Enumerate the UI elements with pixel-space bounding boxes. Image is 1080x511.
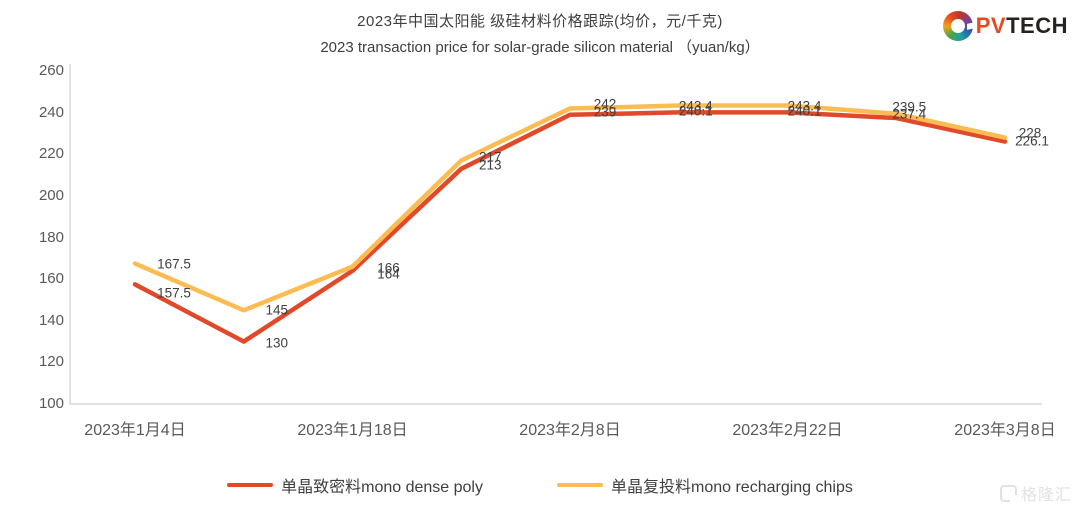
x-tick-label: 2023年3月8日	[954, 422, 1056, 439]
y-tick-label: 220	[38, 145, 64, 163]
legend-label: 单晶复投料mono recharging chips	[611, 479, 853, 496]
dense-poly-value-label: 239	[593, 104, 617, 120]
chart-title-zh: 2023年中国太阳能 级硅材料价格跟踪(均价，元/千克)	[357, 13, 723, 30]
recharging-value-label: 217	[478, 149, 502, 165]
x-tick-label: 2023年1月18日	[297, 422, 408, 439]
gelonghui-text: 格隆汇	[1020, 487, 1072, 504]
y-tick-label: 140	[38, 311, 64, 329]
dense-poly-value-label: 226.1	[1015, 133, 1049, 149]
pvtech-pv-text: PV	[975, 13, 1007, 38]
y-tick-label: 200	[38, 186, 64, 204]
recharging-value-label: 145	[265, 302, 289, 318]
dense-poly-value-label: 213	[478, 157, 502, 173]
axis-lines	[69, 64, 1042, 405]
recharging-value-label: 242	[593, 96, 617, 112]
legend-label: 单晶致密料mono dense poly	[281, 479, 483, 496]
legend-item-dense-poly[interactable]: 单晶致密料mono dense poly	[227, 473, 483, 497]
y-tick-label: 240	[38, 103, 64, 121]
x-tick-label: 2023年2月8日	[519, 422, 621, 439]
dense-poly-value-label: 240.1	[678, 103, 713, 119]
y-tick-label: 260	[38, 62, 64, 79]
y-tick-label: 100	[38, 395, 64, 412]
dense-poly-line[interactable]	[132, 110, 1008, 344]
dense-poly-value-label: 157.5	[157, 285, 191, 301]
y-tick-label: 120	[38, 353, 64, 371]
legend-line-swatch-icon	[227, 482, 274, 488]
recharging-value-label: 239.5	[892, 99, 927, 115]
y-tick-label: 180	[38, 228, 64, 246]
chart-title-block: 2023年中国太阳能 级硅材料价格跟踪(均价，元/千克) 2023 transa…	[0, 10, 1080, 57]
pvtech-logo: PVTECH	[942, 11, 1068, 41]
pvtech-wordmark: PVTECH	[976, 13, 1068, 39]
pvtech-ring-icon	[942, 11, 973, 41]
recharging-value-label: 243.4	[678, 98, 713, 114]
x-tick-label: 2023年1月4日	[84, 422, 186, 439]
y-tick-label: 160	[38, 270, 64, 288]
gelonghui-watermark: 格隆汇	[999, 481, 1072, 505]
recharging-chips-line[interactable]	[132, 103, 1008, 313]
dense-poly-value-label: 240.1	[787, 103, 822, 119]
chart-title-en: 2023 transaction price for solar-grade s…	[320, 39, 760, 56]
legend: 单晶致密料mono dense poly 单晶复投料mono recharging…	[0, 473, 1080, 497]
recharging-value-label: 228	[1018, 125, 1042, 141]
recharging-value-label: 167.5	[157, 256, 191, 272]
pvtech-tech-text: TECH	[1006, 13, 1068, 38]
legend-item-recharging[interactable]: 单晶复投料mono recharging chips	[557, 473, 853, 497]
legend-line-swatch-icon	[557, 482, 603, 488]
dense-poly-value-label: 164	[377, 266, 400, 282]
x-tick-label: 2023年2月22日	[732, 422, 843, 439]
recharging-value-label: 166	[377, 260, 400, 276]
gelonghui-g-icon	[999, 484, 1018, 502]
dense-poly-value-label: 130	[265, 335, 289, 351]
dense-poly-value-label: 237.4	[892, 106, 927, 122]
recharging-value-label: 243.4	[787, 98, 822, 114]
